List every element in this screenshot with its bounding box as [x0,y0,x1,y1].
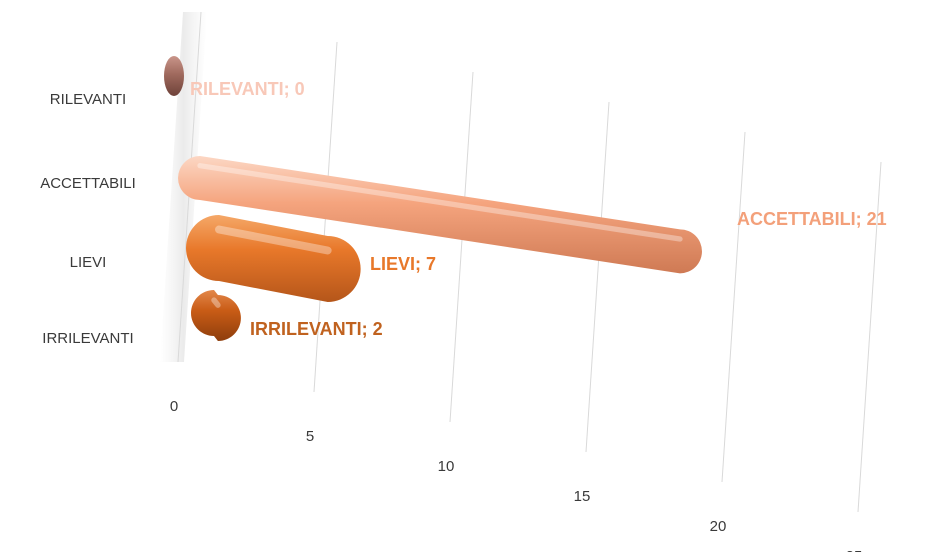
bar-highlight [215,225,332,255]
bar-lievi [186,215,361,302]
x-tick-label: 20 [710,518,727,535]
x-tick-label: 10 [438,458,455,475]
gridline [721,131,746,483]
data-label-rilevanti: RILEVANTI; 0 [190,79,305,99]
bars [164,56,702,341]
category-label-irrilevanti: IRRILEVANTI [42,330,133,347]
gridline [449,71,474,423]
x-tick-label: 5 [306,428,314,445]
gridline [585,101,610,453]
category-label-lievi: LIEVI [70,254,107,271]
x-tick-label: 15 [574,488,591,505]
data-label-accettabili: ACCETTABILI; 21 [737,209,887,229]
bar-accettabili [178,156,702,274]
bar-highlight [211,297,221,308]
bar-highlight [197,163,683,242]
gridline [857,161,882,513]
data-label-irrilevanti: IRRILEVANTI; 2 [250,319,383,339]
category-label-accettabili: ACCETTABILI [40,175,136,192]
x-tick-label: 25 [846,548,863,552]
bar-rilevanti [164,56,184,96]
x-tick-label: 0 [170,398,178,415]
data-label-lievi: LIEVI; 7 [370,254,436,274]
category-label-rilevanti: RILEVANTI [50,91,126,108]
bar-irrilevanti [191,290,241,341]
labels: 0 5 10 15 20 25 RILEVANTI ACCETTABILI LIEVI IRRIL… [40,79,886,552]
